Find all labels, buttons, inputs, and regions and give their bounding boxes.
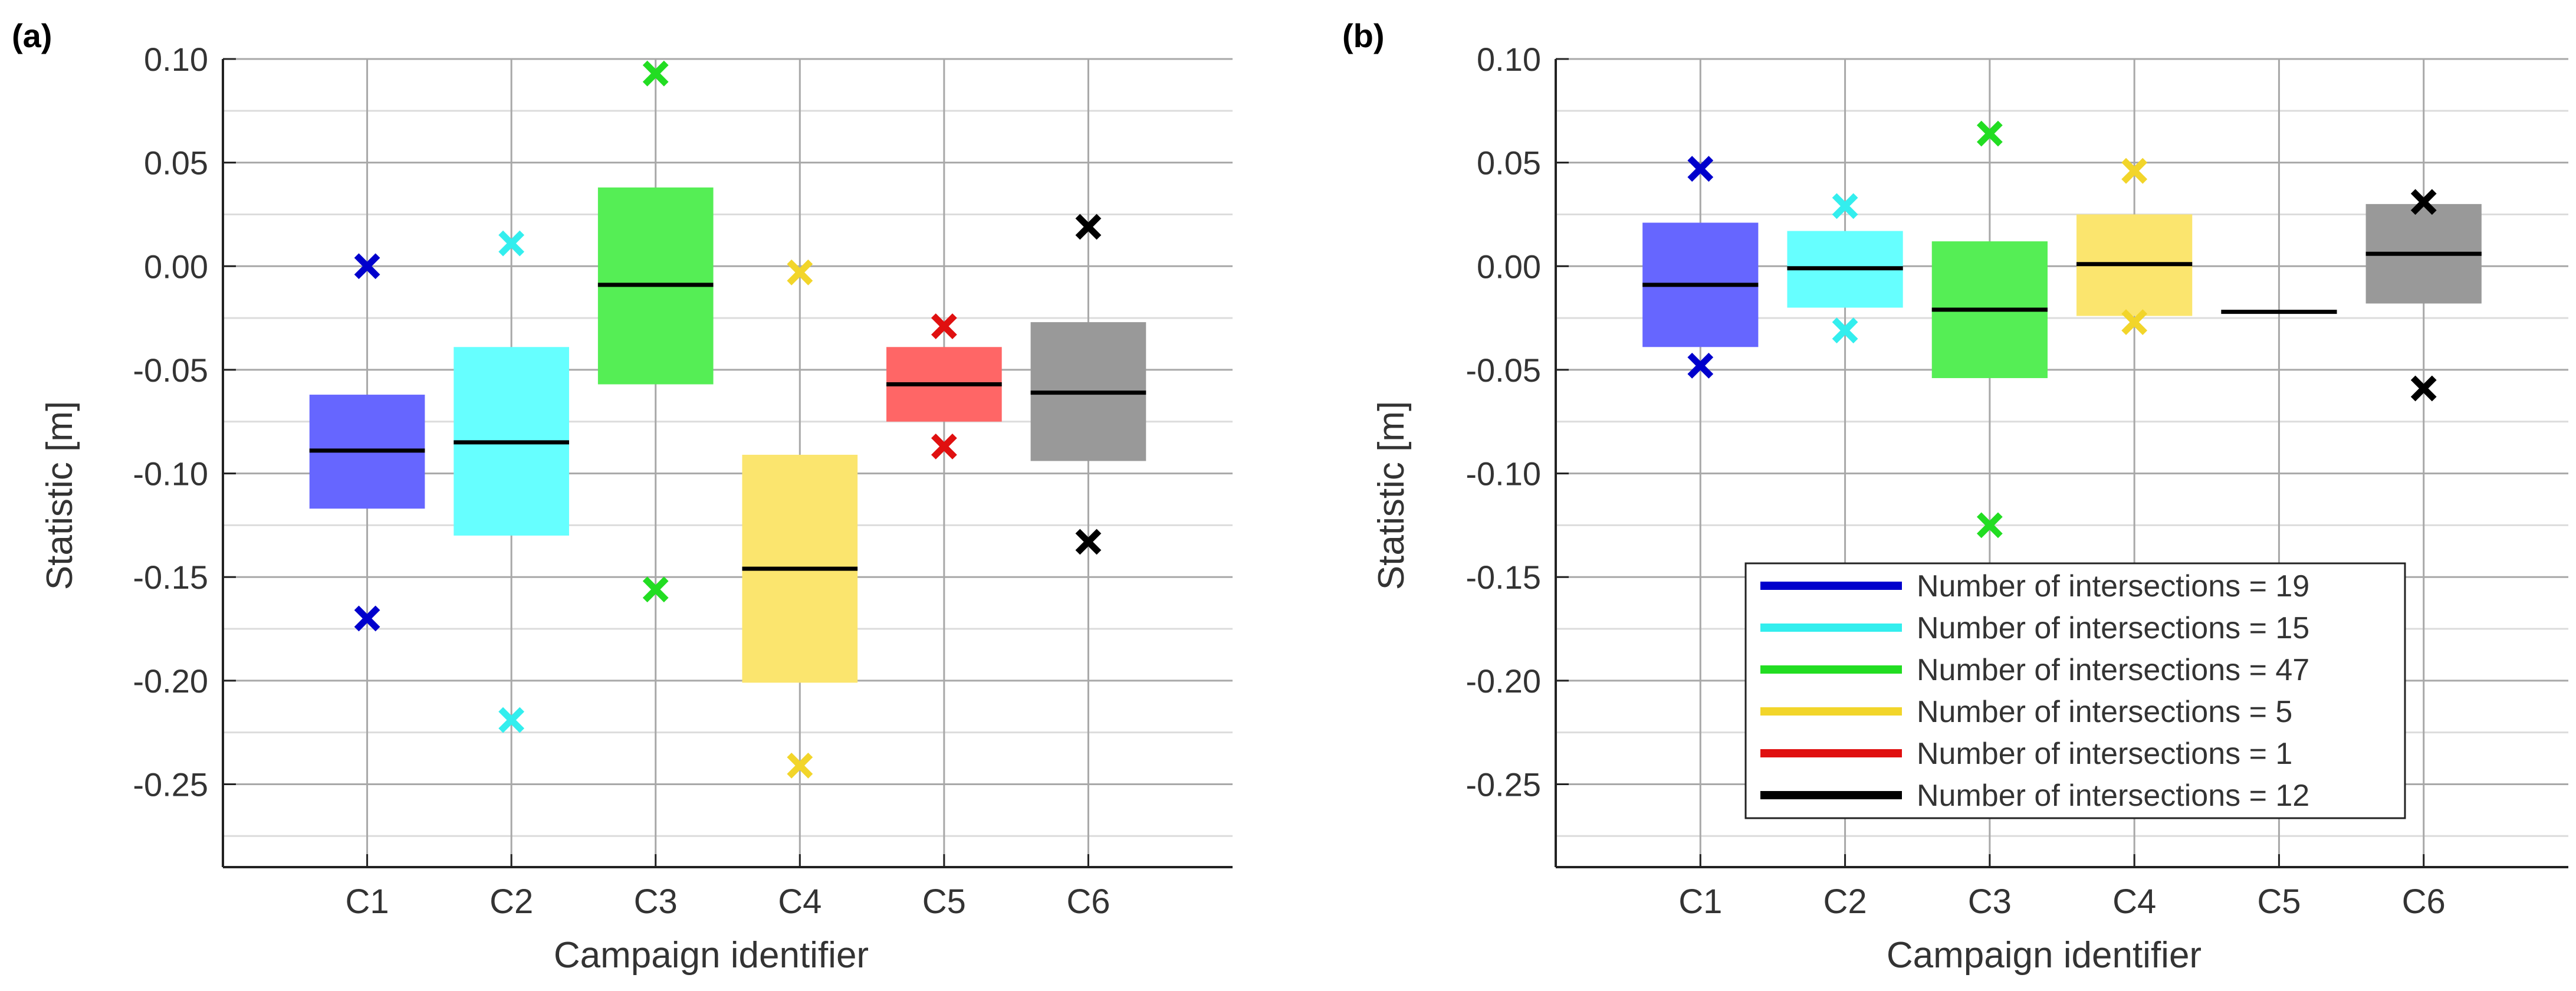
max-marker-C4 — [787, 259, 813, 286]
max-marker-C1 — [1687, 156, 1714, 182]
x-tick-label: C5 — [2257, 882, 2301, 921]
x-tick-label: C4 — [2112, 882, 2156, 921]
x-tick-label: C3 — [1968, 882, 2012, 921]
min-marker-C6 — [1075, 529, 1102, 555]
y-tick-label: -0.15 — [1466, 559, 1541, 596]
y-tick-label: 0.00 — [144, 248, 208, 285]
x-tick-label: C1 — [1678, 882, 1722, 921]
legend-label: Number of intersections = 1 — [1917, 737, 2292, 771]
min-marker-C3 — [1976, 512, 2003, 539]
y-tick-label: 0.00 — [1477, 248, 1541, 285]
y-tick-label: 0.10 — [1477, 41, 1541, 78]
x-tick-label: C6 — [2402, 882, 2446, 921]
min-marker-C6 — [2410, 375, 2437, 402]
max-marker-C2 — [1832, 193, 1858, 219]
panel-b: (b) 0.10 0.05 0.00 -0.05 -0.10 -0.15 -0.20 -0.2… — [1342, 17, 2568, 976]
min-marker-C1 — [354, 605, 380, 632]
x-axis-title-b: Campaign identifier — [1887, 935, 2202, 976]
legend-label: Number of intersections = 47 — [1917, 653, 2309, 687]
x-tick-label: C2 — [489, 882, 533, 921]
y-tick-label: -0.10 — [133, 455, 208, 493]
legend: Number of intersections = 19 Number of i… — [1744, 562, 2406, 819]
y-tick-label: -0.05 — [133, 352, 208, 389]
max-marker-C2 — [498, 230, 525, 257]
y-axis-title-b: Statistic [m] — [1371, 401, 1412, 590]
y-tick-label: -0.20 — [1466, 662, 1541, 700]
y-tick-label: -0.10 — [1466, 455, 1541, 493]
max-marker-C4 — [2121, 157, 2148, 184]
max-marker-C3 — [1976, 120, 2003, 147]
y-tick-label: -0.25 — [1466, 766, 1541, 803]
panel-a: (a) 0.10 0.05 0.00 -0.05 -0.10 -0.15 -0.20 -0.2… — [12, 17, 1233, 976]
y-tick-label: 0.10 — [144, 41, 208, 78]
y-tick-label: -0.20 — [133, 662, 208, 700]
x-axis-title-a: Campaign identifier — [554, 935, 869, 976]
y-tick-label: 0.05 — [1477, 145, 1541, 182]
legend-label: Number of intersections = 12 — [1917, 779, 2309, 813]
min-marker-C4 — [787, 752, 813, 779]
x-tick-label: C5 — [922, 882, 966, 921]
max-marker-C5 — [931, 313, 957, 340]
y-tick-label: -0.05 — [1466, 352, 1541, 389]
y-tick-label: -0.25 — [133, 766, 208, 803]
panel-a-plot: 0.10 0.05 0.00 -0.05 -0.10 -0.15 -0.20 -0.25 C1 C… — [133, 41, 1233, 921]
legend-label: Number of intersections = 5 — [1917, 695, 2292, 729]
max-marker-C6 — [2410, 189, 2437, 215]
x-tick-label: C2 — [1823, 882, 1867, 921]
panel-label-a: (a) — [12, 17, 52, 54]
panel-label-b: (b) — [1342, 17, 1385, 54]
min-marker-C5 — [931, 434, 957, 460]
legend-box — [1744, 562, 2406, 819]
x-tick-label: C4 — [778, 882, 822, 921]
legend-label: Number of intersections = 15 — [1917, 611, 2309, 645]
max-marker-C3 — [642, 60, 669, 87]
legend-label: Number of intersections = 19 — [1917, 569, 2309, 603]
max-marker-C6 — [1075, 214, 1102, 240]
min-marker-C2 — [498, 707, 525, 733]
min-marker-C4 — [2121, 309, 2148, 336]
y-axis-title-a: Statistic [m] — [40, 401, 80, 590]
x-tick-label: C6 — [1066, 882, 1110, 921]
min-marker-C2 — [1832, 317, 1858, 344]
y-tick-label: 0.05 — [144, 145, 208, 182]
min-marker-C1 — [1687, 353, 1714, 379]
x-tick-label: C3 — [634, 882, 678, 921]
max-marker-C1 — [354, 253, 380, 280]
x-tick-label: C1 — [345, 882, 389, 921]
min-marker-C3 — [642, 576, 669, 603]
y-tick-label: -0.15 — [133, 559, 208, 596]
